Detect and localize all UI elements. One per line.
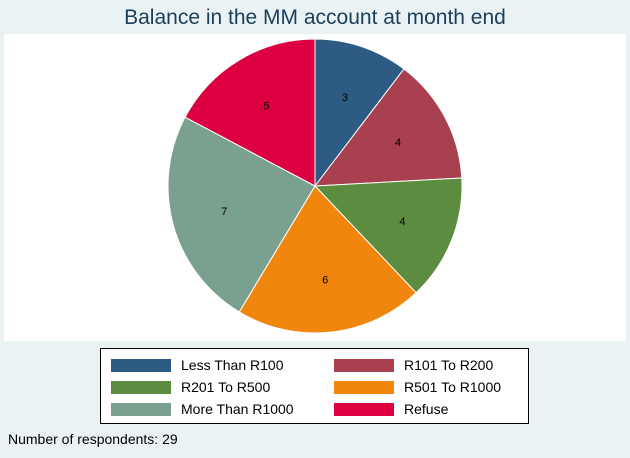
slice-value-label: 7 (221, 206, 227, 218)
slice-value-label: 4 (399, 216, 405, 228)
legend-label: Less Than R100 (181, 357, 284, 373)
slice-value-label: 6 (322, 275, 328, 287)
legend-swatch (111, 358, 171, 372)
pie-slice (238, 185, 417, 334)
legend-label: R501 To R1000 (404, 379, 502, 395)
legend-item: R201 To R500 (111, 377, 270, 397)
legend-item: More Than R1000 (111, 399, 294, 419)
legend-swatch (111, 380, 171, 394)
pie-slice (313, 68, 463, 187)
legend-label: More Than R1000 (181, 401, 294, 417)
legend-item: Less Than R100 (111, 355, 283, 375)
legend-label: R201 To R500 (181, 379, 271, 395)
pie-chart: 3 4 4 6 7 5 (167, 38, 463, 334)
legend-label: Refuse (404, 401, 449, 417)
pie-slice (313, 177, 463, 294)
legend-swatch (334, 402, 394, 416)
legend-swatch (334, 358, 394, 372)
legend-swatch (334, 380, 394, 394)
legend-label: R101 To R200 (404, 357, 494, 373)
legend-item: R501 To R1000 (334, 377, 501, 397)
legend: Less Than R100 R101 To R200 R201 To R500… (100, 348, 529, 424)
slice-value-label: 4 (395, 137, 401, 149)
legend-item: Refuse (334, 399, 448, 419)
pie-slice (167, 116, 316, 313)
legend-item: R101 To R200 (334, 355, 493, 375)
chart-title: Balance in the MM account at month end (124, 6, 506, 29)
legend-swatch (111, 402, 171, 416)
slice-value-label: 5 (263, 100, 269, 112)
pie-slice (314, 38, 405, 188)
pie-slice (184, 38, 316, 187)
slice-value-label: 3 (342, 92, 348, 104)
respondents-note: Number of respondents: 29 (8, 431, 178, 447)
